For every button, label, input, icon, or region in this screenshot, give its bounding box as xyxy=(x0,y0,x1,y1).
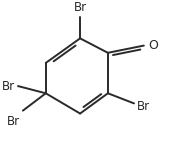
Text: O: O xyxy=(149,39,159,52)
Text: Br: Br xyxy=(74,1,87,14)
Text: Br: Br xyxy=(2,80,15,93)
Text: Br: Br xyxy=(6,115,20,128)
Text: Br: Br xyxy=(137,100,150,113)
